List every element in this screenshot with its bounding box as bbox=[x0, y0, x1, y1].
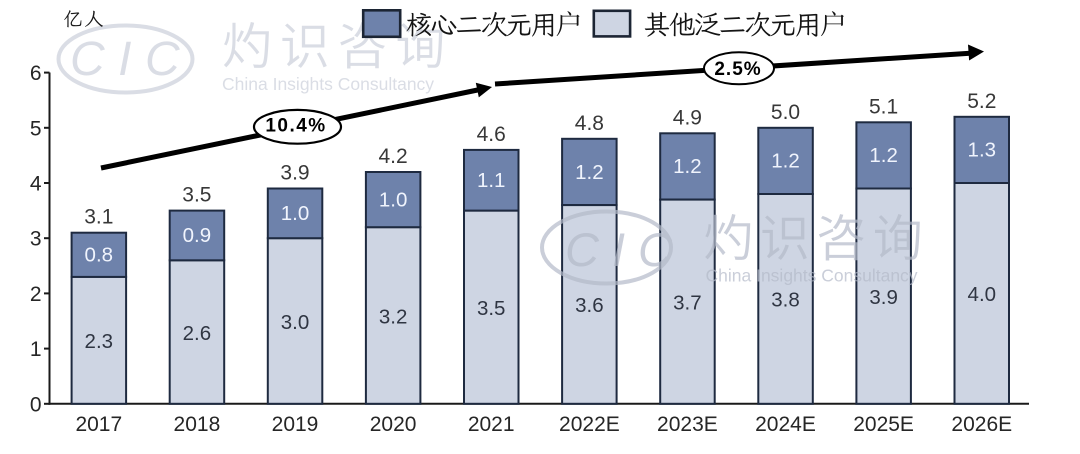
svg-text:3: 3 bbox=[30, 228, 42, 251]
svg-text:10.4%: 10.4% bbox=[265, 116, 326, 137]
svg-text:2019: 2019 bbox=[272, 413, 319, 436]
svg-text:3.8: 3.8 bbox=[771, 289, 800, 312]
svg-text:3.6: 3.6 bbox=[575, 294, 604, 317]
svg-text:2023E: 2023E bbox=[657, 413, 718, 436]
svg-text:CIC: CIC bbox=[70, 33, 193, 86]
svg-text:2017: 2017 bbox=[75, 413, 122, 436]
svg-text:3.5: 3.5 bbox=[182, 184, 211, 207]
svg-text:2026E: 2026E bbox=[951, 413, 1012, 436]
svg-text:1.2: 1.2 bbox=[771, 150, 800, 173]
svg-text:4: 4 bbox=[30, 173, 42, 196]
svg-text:2020: 2020 bbox=[370, 413, 417, 436]
svg-text:1.2: 1.2 bbox=[673, 155, 702, 178]
svg-text:3.2: 3.2 bbox=[379, 305, 408, 328]
svg-text:0.8: 0.8 bbox=[85, 244, 114, 267]
svg-text:4.0: 4.0 bbox=[968, 283, 997, 306]
svg-text:5: 5 bbox=[30, 117, 42, 140]
svg-text:3.9: 3.9 bbox=[869, 286, 898, 309]
svg-text:1.2: 1.2 bbox=[575, 161, 604, 184]
svg-text:2021: 2021 bbox=[468, 413, 515, 436]
svg-text:1.1: 1.1 bbox=[477, 169, 506, 192]
svg-text:5.0: 5.0 bbox=[771, 101, 800, 124]
svg-text:4.6: 4.6 bbox=[477, 123, 506, 146]
svg-text:China Insights Consultancy: China Insights Consultancy bbox=[222, 74, 434, 94]
svg-text:3.0: 3.0 bbox=[281, 311, 310, 334]
svg-text:China Insights Consultancy: China Insights Consultancy bbox=[706, 266, 918, 286]
svg-text:2.6: 2.6 bbox=[183, 322, 212, 345]
svg-text:4.8: 4.8 bbox=[575, 112, 604, 135]
svg-text:2.5%: 2.5% bbox=[714, 59, 761, 80]
svg-text:3.9: 3.9 bbox=[280, 162, 309, 185]
svg-text:0.9: 0.9 bbox=[183, 224, 212, 247]
svg-text:5.1: 5.1 bbox=[869, 95, 898, 118]
svg-text:2025E: 2025E bbox=[853, 413, 914, 436]
svg-text:3.5: 3.5 bbox=[477, 297, 506, 320]
svg-text:0: 0 bbox=[30, 393, 42, 416]
svg-text:3.7: 3.7 bbox=[673, 292, 702, 315]
svg-text:2024E: 2024E bbox=[755, 413, 816, 436]
svg-text:2: 2 bbox=[30, 283, 42, 306]
svg-text:1.2: 1.2 bbox=[869, 144, 898, 167]
svg-text:3.1: 3.1 bbox=[84, 206, 113, 229]
svg-text:1.0: 1.0 bbox=[379, 188, 408, 211]
svg-text:2.3: 2.3 bbox=[85, 330, 114, 353]
svg-text:4.9: 4.9 bbox=[673, 106, 702, 129]
svg-text:1.0: 1.0 bbox=[281, 202, 310, 225]
svg-text:2018: 2018 bbox=[174, 413, 221, 436]
svg-text:1.3: 1.3 bbox=[968, 139, 997, 162]
svg-text:2022E: 2022E bbox=[559, 413, 620, 436]
svg-text:6: 6 bbox=[30, 62, 42, 85]
svg-text:4.2: 4.2 bbox=[378, 145, 407, 168]
svg-text:1: 1 bbox=[30, 338, 42, 361]
svg-text:CIC: CIC bbox=[565, 223, 685, 276]
svg-text:5.2: 5.2 bbox=[967, 90, 996, 113]
